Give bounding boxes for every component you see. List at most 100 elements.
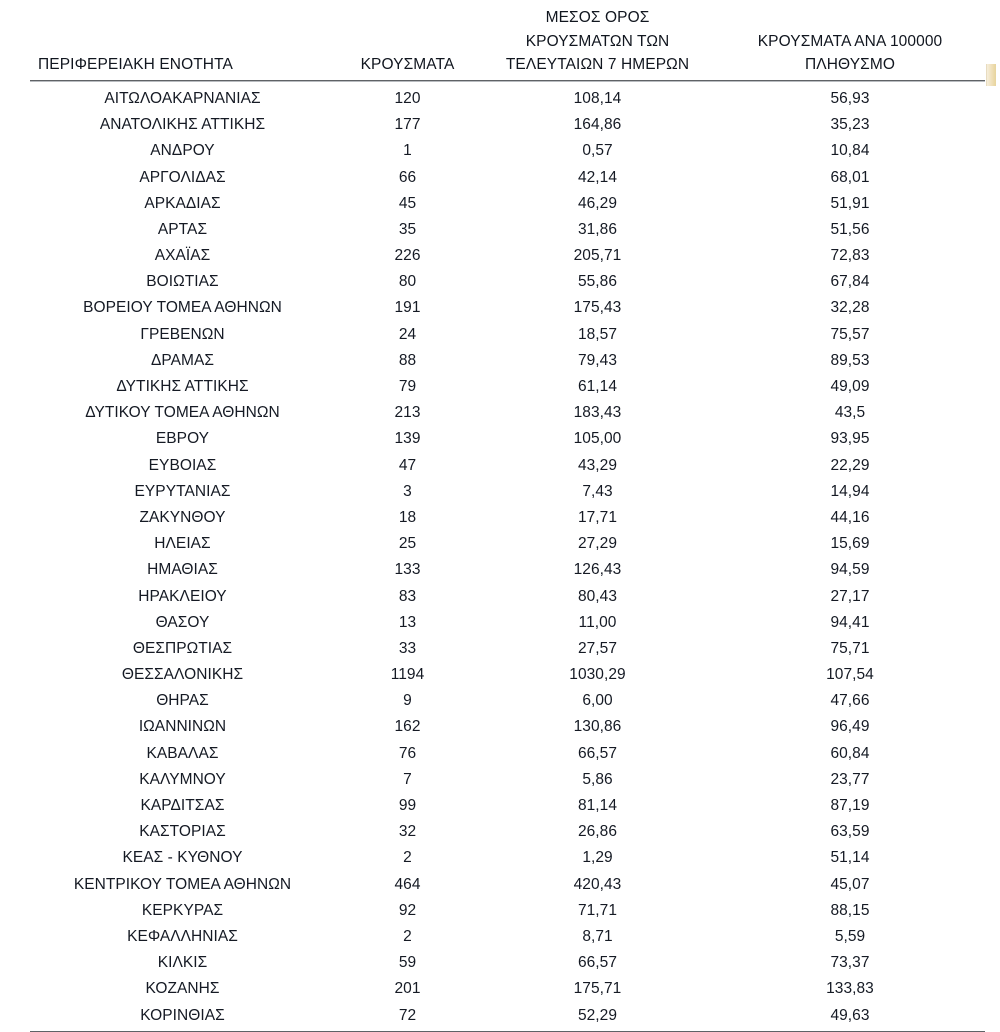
cell-avg7: 71,71 <box>577 901 618 919</box>
table-row: ΔΥΤΙΚΟΥ ΤΟΜΕΑ ΑΘΗΝΩΝ 213 183,43 43,5 <box>30 400 985 426</box>
cell-per100k: 44,16 <box>830 508 870 526</box>
cell-cases: 201 <box>394 980 421 998</box>
cell-per100k: 27,17 <box>830 587 870 605</box>
cell-cases: 32 <box>398 823 417 841</box>
cell-cases: 47 <box>398 456 417 474</box>
cell-cases: 120 <box>394 89 421 107</box>
table-row: ΒΟΡΕΙΟΥ ΤΟΜΕΑ ΑΘΗΝΩΝ 191 175,43 32,28 <box>30 295 985 321</box>
cell-per100k: 67,84 <box>830 273 870 291</box>
table-body: ΑΙΤΩΛΟΑΚΑΡΝΑΝΙΑΣ 120 108,14 56,93 ΑΝΑΤΟΛΙΚΗΣ… <box>30 80 985 1032</box>
cell-avg7: 52,29 <box>480 1002 715 1032</box>
cell-cases: 76 <box>398 744 417 762</box>
cell-avg7: 0,57 <box>582 142 613 160</box>
cell-region: ΘΕΣΣΑΛΟΝΙΚΗΣ <box>121 666 244 684</box>
table-row: ΕΥΡΥΤΑΝΙΑΣ 3 7,43 14,94 <box>30 478 985 504</box>
cell-region: ΑΝΑΤΟΛΙΚΗΣ ΑΤΤΙΚΗΣ <box>99 116 266 134</box>
table-row: ΚΟΖΑΝΗΣ 201 175,71 133,83 <box>30 976 985 1002</box>
cell-avg7: 17,71 <box>577 508 618 526</box>
cell-cases: 2 <box>403 927 412 945</box>
cell-region: ΓΡΕΒΕΝΩΝ <box>140 325 225 343</box>
cell-cases: 177 <box>394 116 421 134</box>
cell-per100k: 43,5 <box>834 404 866 422</box>
cell-region: ΗΜΑΘΙΑΣ <box>147 561 218 579</box>
cell-region: ΖΑΚΥΝΘΟΥ <box>139 508 226 526</box>
cell-avg7: 108,14 <box>573 89 622 107</box>
table-row: ΖΑΚΥΝΘΟΥ 18 17,71 44,16 <box>30 505 985 531</box>
cell-avg7: 80,43 <box>577 587 618 605</box>
cell-region: ΚΑΣΤΟΡΙΑΣ <box>139 823 226 841</box>
cell-avg7: 175,71 <box>573 980 622 998</box>
table-row: ΙΩΑΝΝΙΝΩΝ 162 130,86 96,49 <box>30 714 985 740</box>
cell-avg7: 43,29 <box>577 456 618 474</box>
table-row: ΒΟΙΩΤΙΑΣ 80 55,86 67,84 <box>30 269 985 295</box>
table-row: ΑΙΤΩΛΟΑΚΑΡΝΑΝΙΑΣ 120 108,14 56,93 <box>30 80 985 112</box>
cell-cases: 9 <box>403 692 412 710</box>
cell-avg7: 18,57 <box>577 325 618 343</box>
cell-avg7: 1,29 <box>582 849 613 867</box>
cell-avg7: 6,00 <box>582 692 613 710</box>
cell-per100k: 133,83 <box>826 980 874 998</box>
cell-cases: 24 <box>398 325 417 343</box>
cell-cases: 13 <box>398 613 417 631</box>
column-header-avg7: ΜΕΣΟΣ ΟΡΟΣ ΚΡΟΥΣΜΑΤΩΝ ΤΩΝ ΤΕΛΕΥΤΑΙΩΝ 7 Η… <box>480 6 715 81</box>
cell-per100k: 10,84 <box>830 142 870 160</box>
cell-cases: 80 <box>398 273 417 291</box>
table-row: ΘΕΣΠΡΩΤΙΑΣ 33 27,57 75,71 <box>30 636 985 662</box>
table-row: ΗΛΕΙΑΣ 25 27,29 15,69 <box>30 531 985 557</box>
table-row: ΑΡΓΟΛΙΔΑΣ 66 42,14 68,01 <box>30 164 985 190</box>
cell-cases: 83 <box>398 587 417 605</box>
table-row: ΚΑΡΔΙΤΣΑΣ 99 81,14 87,19 <box>30 793 985 819</box>
cell-region: ΚΕΑΣ - ΚΥΘΝΟΥ <box>122 849 243 867</box>
table-row: ΓΡΕΒΕΝΩΝ 24 18,57 75,57 <box>30 321 985 347</box>
cell-avg7: 183,43 <box>573 404 622 422</box>
cell-cases: 45 <box>398 194 417 212</box>
cell-region: ΗΡΑΚΛΕΙΟΥ <box>138 587 227 605</box>
cell-per100k: 47,66 <box>830 692 870 710</box>
table-row: ΚΑΛΥΜΝΟΥ 7 5,86 23,77 <box>30 767 985 793</box>
table-row: ΗΜΑΘΙΑΣ 133 126,43 94,59 <box>30 557 985 583</box>
cell-per100k: 107,54 <box>826 666 874 684</box>
cell-avg7: 66,57 <box>577 954 618 972</box>
cell-avg7: 8,71 <box>582 927 613 945</box>
cell-region: ΑΡΓΟΛΙΔΑΣ <box>139 168 226 186</box>
cell-avg7: 55,86 <box>577 273 618 291</box>
cell-per100k: 49,63 <box>715 1002 985 1032</box>
cell-cases: 191 <box>394 299 421 317</box>
table-row: ΚΑΣΤΟΡΙΑΣ 32 26,86 63,59 <box>30 819 985 845</box>
cell-region: ΙΩΑΝΝΙΝΩΝ <box>138 718 227 736</box>
cell-per100k: 87,19 <box>830 797 870 815</box>
cell-per100k: 60,84 <box>830 744 870 762</box>
table-row: ΑΡΤΑΣ 35 31,86 51,56 <box>30 217 985 243</box>
cell-per100k: 94,59 <box>830 561 870 579</box>
cell-cases: 3 <box>403 482 412 500</box>
cell-avg7: 7,43 <box>582 482 613 500</box>
cell-avg7: 66,57 <box>577 744 618 762</box>
cell-avg7: 61,14 <box>577 378 618 396</box>
table-row: ΔΥΤΙΚΗΣ ΑΤΤΙΚΗΣ 79 61,14 49,09 <box>30 374 985 400</box>
column-header-region: ΠΕΡΙΦΕΡΕΙΑΚΗ ΕΝΟΤΗΤΑ <box>30 6 335 81</box>
cell-region: ΑΡΚΑΔΙΑΣ <box>144 194 221 212</box>
cell-region: ΚΑΒΑΛΑΣ <box>146 744 219 762</box>
table-row: ΕΒΡΟΥ 139 105,00 93,95 <box>30 426 985 452</box>
cell-cases: 133 <box>394 561 421 579</box>
cell-per100k: 23,77 <box>830 770 870 788</box>
cell-region: ΚΙΛΚΙΣ <box>157 954 208 972</box>
cell-region: ΚΕΦΑΛΛΗΝΙΑΣ <box>127 927 238 945</box>
cell-avg7: 164,86 <box>573 116 622 134</box>
cell-avg7: 130,86 <box>573 718 622 736</box>
cell-per100k: 51,91 <box>830 194 870 212</box>
cell-region: ΒΟΙΩΤΙΑΣ <box>146 273 219 291</box>
cell-per100k: 14,94 <box>830 482 870 500</box>
cell-region: ΗΛΕΙΑΣ <box>154 535 211 553</box>
cell-avg7: 5,86 <box>582 770 613 788</box>
cell-per100k: 63,59 <box>830 823 870 841</box>
cell-cases: 1 <box>403 142 412 160</box>
cell-avg7: 126,43 <box>573 561 622 579</box>
table-row: ΕΥΒΟΙΑΣ 47 43,29 22,29 <box>30 452 985 478</box>
cell-cases: 59 <box>398 954 417 972</box>
cell-per100k: 89,53 <box>830 351 870 369</box>
table-row: ΚΕΝΤΡΙΚΟΥ ΤΟΜΕΑ ΑΘΗΝΩΝ 464 420,43 45,07 <box>30 871 985 897</box>
cell-per100k: 72,83 <box>830 247 870 265</box>
cell-region: ΕΥΡΥΤΑΝΙΑΣ <box>134 482 231 500</box>
